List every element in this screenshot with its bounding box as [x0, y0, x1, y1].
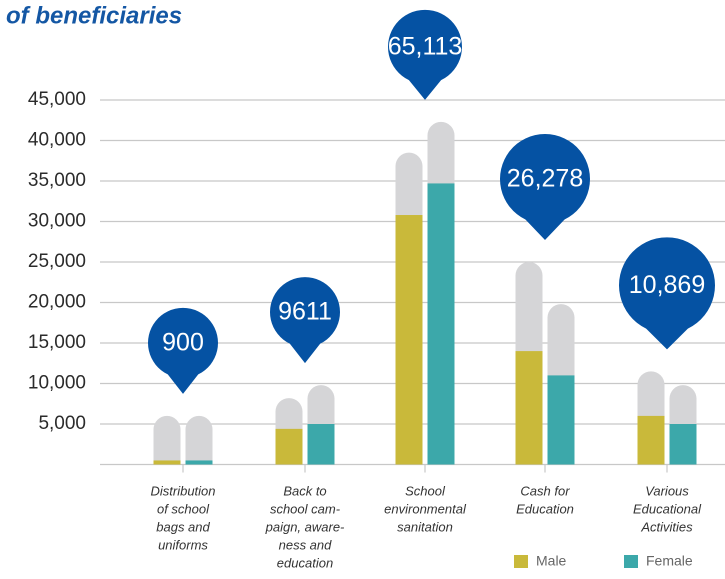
total-label: 900 [162, 329, 204, 357]
bar [669, 424, 697, 465]
total-label: 26,278 [507, 165, 583, 193]
x-tick-label: of school [157, 501, 210, 516]
x-tick-label: Various [645, 483, 689, 498]
x-tick-label: School [405, 483, 446, 498]
y-tick-label: 20,000 [28, 292, 86, 313]
bar [427, 183, 455, 465]
bar [275, 428, 303, 465]
y-tick-label: 10,000 [28, 373, 86, 394]
total-label: 10,869 [629, 271, 705, 299]
legend-swatch [624, 555, 638, 568]
total-label: 65,113 [388, 32, 463, 60]
y-tick-label: 25,000 [28, 251, 86, 272]
bar [637, 415, 665, 465]
legend-label: Female [646, 553, 693, 569]
total-bubble [148, 307, 218, 394]
bar-background [153, 415, 181, 465]
y-tick-label: 30,000 [28, 211, 86, 232]
y-tick-label: 15,000 [28, 332, 86, 353]
x-tick-label: Cash for [520, 483, 570, 498]
x-tick-label: uniforms [158, 537, 208, 552]
x-tick-label: education [277, 555, 333, 570]
x-tick-label: Educational [633, 501, 702, 516]
total-label: 9611 [278, 298, 332, 326]
x-tick-label: Education [516, 501, 574, 516]
bar [547, 375, 575, 465]
legend-label: Male [536, 553, 567, 569]
x-tick-label: environmental [384, 501, 467, 516]
total-bubble [270, 277, 340, 364]
x-tick-label: Back to [283, 483, 326, 498]
x-tick-label: ness and [279, 537, 333, 552]
x-tick-label: paign, aware- [265, 519, 345, 534]
y-tick-label: 40,000 [28, 130, 86, 151]
bar [307, 424, 335, 465]
y-tick-label: 35,000 [28, 170, 86, 191]
total-bubble [619, 237, 715, 350]
bar-background [185, 415, 213, 465]
x-tick-label: Activities [640, 519, 693, 534]
bar [185, 460, 213, 465]
bar [395, 215, 423, 465]
legend-swatch [514, 555, 528, 568]
total-bubble [500, 134, 591, 240]
x-tick-label: school cam- [270, 501, 341, 516]
x-tick-label: bags and [156, 519, 210, 534]
bar [153, 460, 181, 465]
total-bubble [388, 9, 462, 100]
x-tick-label: sanitation [397, 519, 453, 534]
y-tick-label: 45,000 [28, 89, 86, 110]
bar [515, 351, 543, 465]
y-tick-label: 5,000 [38, 413, 86, 434]
x-tick-label: Distribution [150, 483, 215, 498]
chart-title: of beneficiaries [6, 2, 182, 29]
